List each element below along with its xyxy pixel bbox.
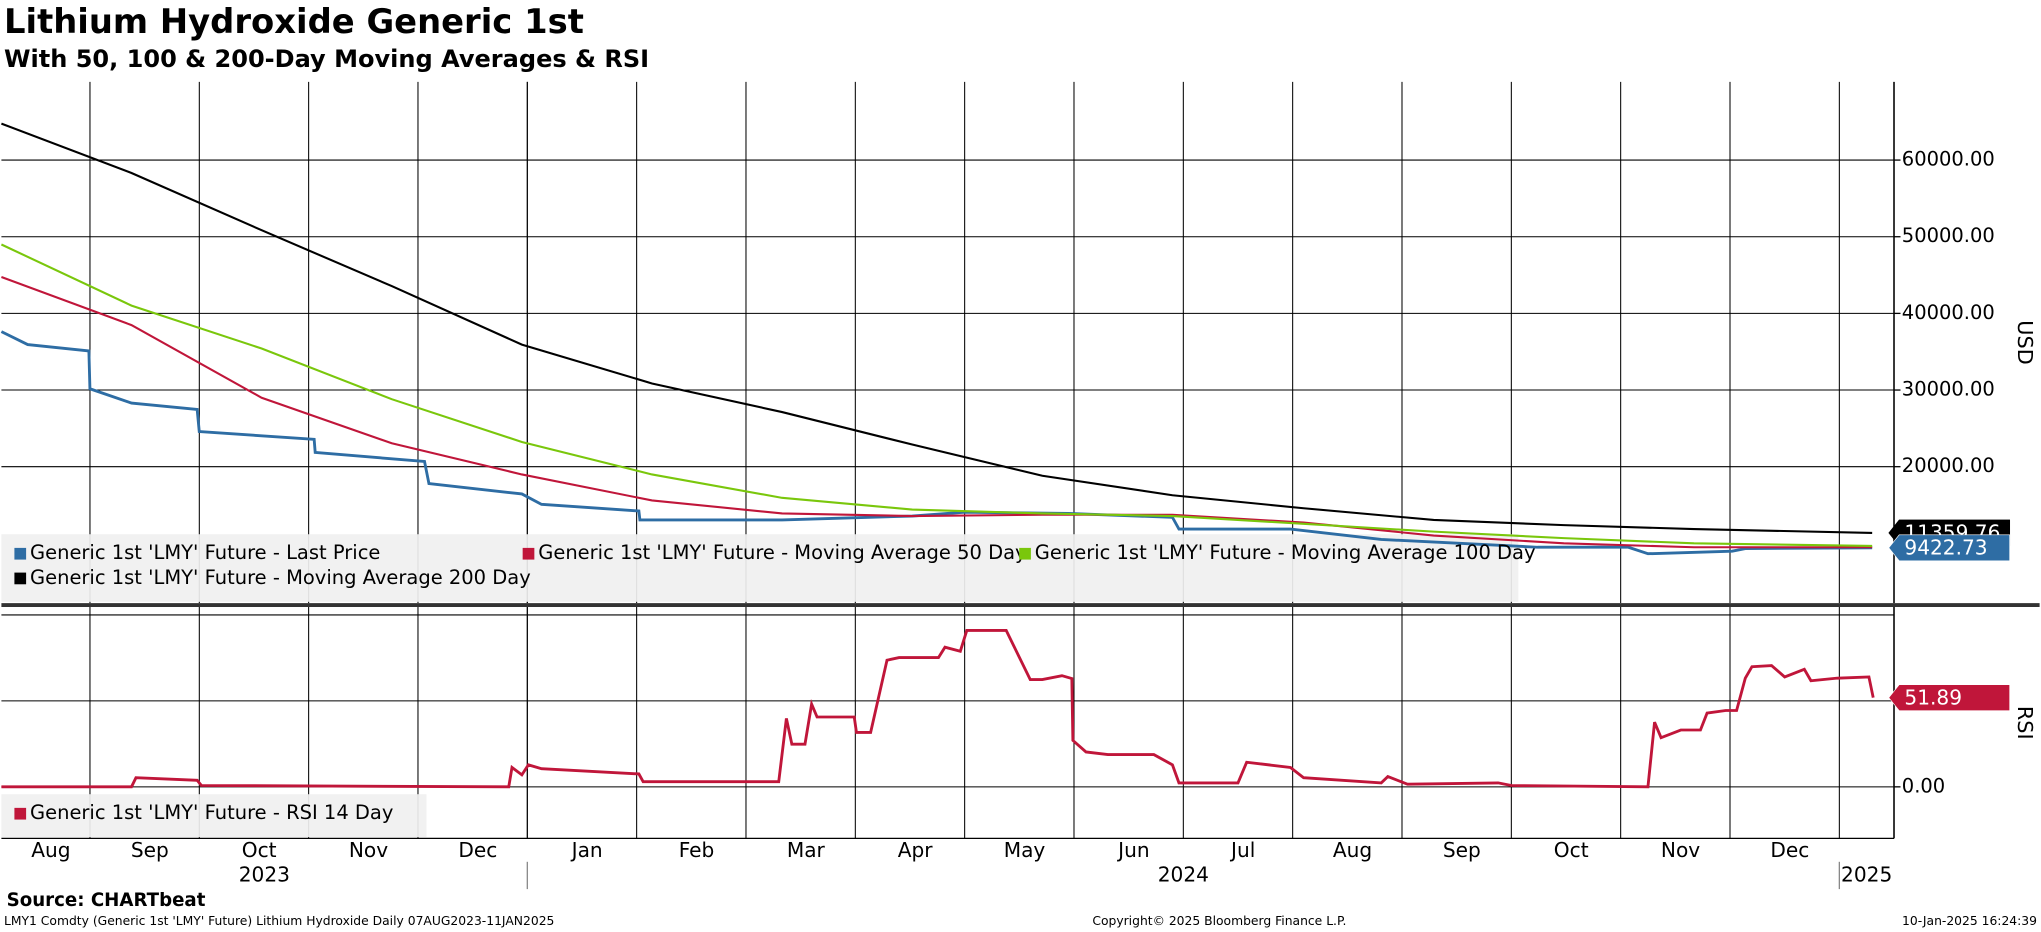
- source: Source: CHARTbeat: [7, 890, 206, 911]
- x-tick-label: Nov: [349, 838, 388, 862]
- value-tag: [1888, 534, 2011, 562]
- x-tick-label: Jan: [570, 838, 603, 862]
- line-series: [1, 629, 1875, 789]
- x-tick-label: Apr: [898, 838, 934, 862]
- legend-label: Generic 1st 'LMY' Future - RSI 14 Day: [30, 801, 393, 824]
- x-tick-label: Oct: [1554, 838, 1589, 862]
- footer-left: LMY1 Comdty (Generic 1st 'LMY' Future) L…: [4, 914, 554, 928]
- legend-box: [1, 794, 427, 838]
- line-series: [0, 330, 1873, 556]
- x-tick-label: May: [1004, 838, 1046, 862]
- chart-subtitle: With 50, 100 & 200-Day Moving Averages &…: [4, 45, 649, 73]
- legend-box: [1, 534, 1519, 602]
- y-tick-label: 40000.00: [1902, 301, 1995, 324]
- y-tick-label: 20000.00: [1902, 454, 1995, 477]
- x-tick-label: Nov: [1661, 838, 1700, 862]
- y-tick-label: 30000.00: [1902, 378, 1995, 401]
- value-tag: [1888, 684, 2011, 711]
- line-series: [0, 243, 1873, 547]
- legend-label: Generic 1st 'LMY' Future - Moving Averag…: [1035, 541, 1536, 564]
- x-tick-label: Jun: [1116, 838, 1149, 862]
- x-tick-label: Mar: [787, 838, 826, 862]
- line-series: [1, 122, 1873, 534]
- x-tick-label: Oct: [242, 838, 277, 862]
- x-tick-label: Sep: [131, 838, 169, 862]
- x-tick-label: Jul: [1229, 838, 1255, 862]
- y-tick-label: 50000.00: [1902, 224, 1995, 247]
- chart-title: Lithium Hydroxide Generic 1st: [4, 2, 584, 41]
- y-axis-label: RSI: [2013, 706, 2037, 740]
- legend-label: Generic 1st 'LMY' Future - Last Price: [30, 541, 380, 564]
- x-tick-label: Dec: [1770, 838, 1809, 862]
- y-tick-label: 60000.00: [1902, 148, 1995, 171]
- x-tick-label: Sep: [1443, 838, 1481, 862]
- legend-swatch: [14, 547, 27, 560]
- legend-swatch: [14, 572, 27, 585]
- value-tag-label: 9422.73: [1904, 536, 1987, 560]
- x-tick-label: Dec: [458, 838, 497, 862]
- legend-swatch: [14, 807, 27, 820]
- y-axis-label: USD: [2013, 320, 2037, 364]
- year-label: 2025: [1841, 863, 1892, 887]
- line-series: [1, 276, 1873, 549]
- value-tag-label: 51.89: [1904, 685, 1962, 709]
- x-tick-label: Aug: [31, 838, 70, 862]
- year-label: 2023: [239, 863, 290, 887]
- x-tick-label: Aug: [1333, 838, 1372, 862]
- legend-label: Generic 1st 'LMY' Future - Moving Averag…: [538, 541, 1026, 564]
- year-label: 2024: [1158, 863, 1209, 887]
- legend-swatch: [522, 547, 535, 560]
- footer-right: 10-Jan-2025 16:24:39: [1902, 914, 2037, 928]
- x-tick-label: Feb: [679, 838, 715, 862]
- footer-center: Copyright© 2025 Bloomberg Finance L.P.: [1092, 914, 1346, 928]
- y-tick-label: 0.00: [1902, 774, 1945, 797]
- legend-swatch: [1019, 547, 1031, 560]
- legend-label: Generic 1st 'LMY' Future - Moving Averag…: [30, 566, 531, 589]
